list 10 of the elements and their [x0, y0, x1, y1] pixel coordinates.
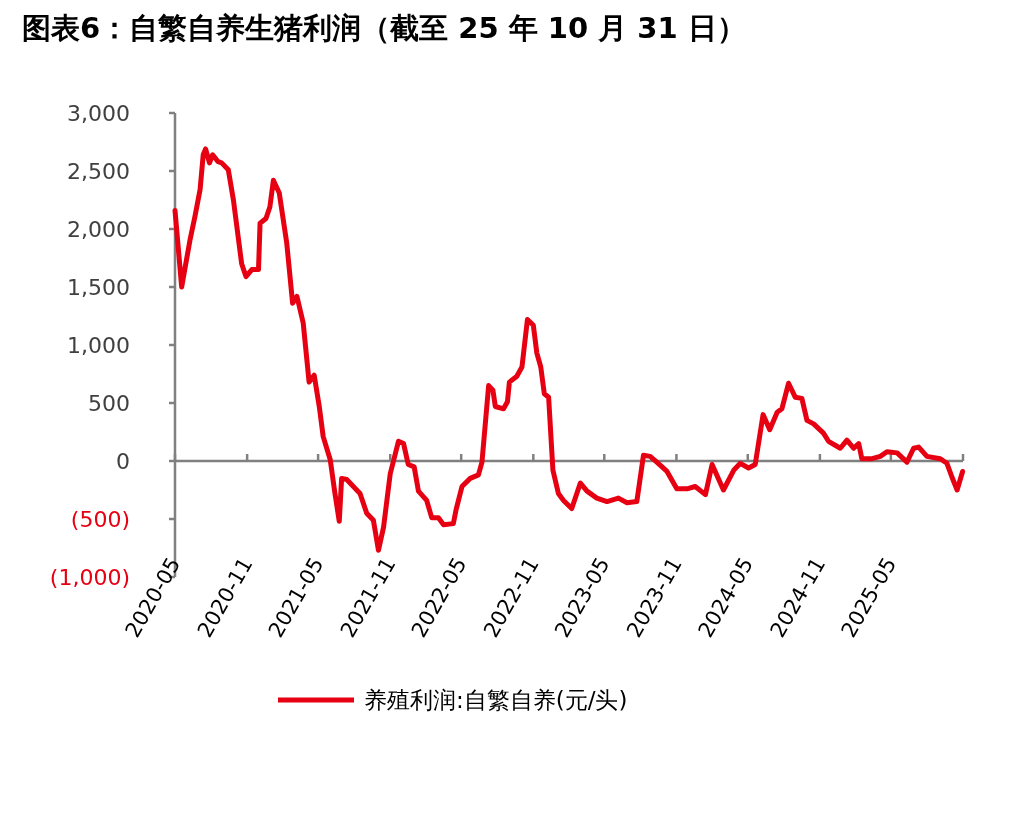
- y-tick-label: 3,000: [67, 101, 130, 126]
- y-tick-label: 1,000: [67, 333, 130, 358]
- y-tick-label: 2,500: [67, 159, 130, 184]
- y-tick-label: 0: [116, 449, 130, 474]
- y-tick-label: (500): [70, 507, 130, 532]
- y-tick-label: 1,500: [67, 275, 130, 300]
- y-tick-label: 500: [88, 391, 130, 416]
- legend-label: 养殖利润:自繁自养(元/头): [364, 687, 628, 713]
- y-tick-label: 2,000: [67, 217, 130, 242]
- chart-title: 图表6：自繁自养生猪利润（截至 25 年 10 月 31 日）: [22, 11, 746, 45]
